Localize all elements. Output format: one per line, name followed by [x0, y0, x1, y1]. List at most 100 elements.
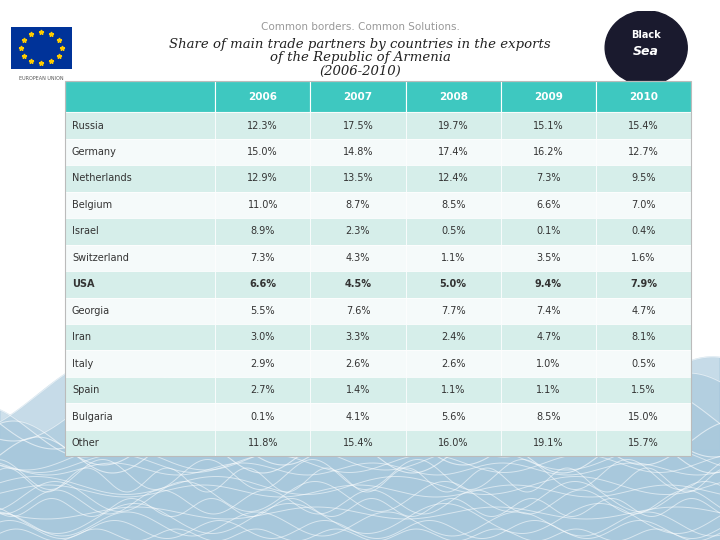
Bar	[215, 165, 310, 192]
Bar	[215, 377, 310, 403]
Text: 2.3%: 2.3%	[346, 226, 370, 237]
Text: 15.0%: 15.0%	[248, 147, 278, 157]
Text: 14.8%: 14.8%	[343, 147, 373, 157]
Text: Iran: Iran	[72, 332, 91, 342]
Bar	[596, 403, 691, 430]
Text: Germany: Germany	[72, 147, 117, 157]
Bar	[310, 324, 405, 350]
Bar	[65, 81, 691, 456]
Text: 7.4%: 7.4%	[536, 306, 561, 316]
Bar	[310, 192, 405, 218]
Text: 1.1%: 1.1%	[441, 385, 465, 395]
Bar	[65, 377, 215, 403]
Text: 2007: 2007	[343, 92, 372, 102]
Bar	[65, 350, 215, 377]
Bar	[596, 139, 691, 165]
Text: 4.5%: 4.5%	[344, 279, 372, 289]
Text: 2.9%: 2.9%	[251, 359, 275, 369]
Bar	[596, 271, 691, 298]
Bar	[65, 271, 215, 298]
Bar	[501, 298, 596, 324]
Text: Russia: Russia	[72, 120, 104, 131]
Bar	[405, 192, 501, 218]
Bar	[405, 139, 501, 165]
Text: 8.5%: 8.5%	[536, 411, 561, 422]
Bar	[310, 245, 405, 271]
Bar	[65, 324, 215, 350]
Bar	[65, 218, 215, 245]
Text: 2.7%: 2.7%	[251, 385, 275, 395]
Text: 8.9%: 8.9%	[251, 226, 275, 237]
Bar	[310, 165, 405, 192]
Bar	[215, 430, 310, 456]
Bar	[405, 245, 501, 271]
Text: 1.1%: 1.1%	[536, 385, 561, 395]
Text: 1.5%: 1.5%	[631, 385, 656, 395]
Bar	[310, 112, 405, 139]
Bar	[215, 192, 310, 218]
Bar	[501, 350, 596, 377]
Bar	[405, 112, 501, 139]
Bar	[596, 245, 691, 271]
Text: 4.1%: 4.1%	[346, 411, 370, 422]
Text: 6.6%: 6.6%	[536, 200, 561, 210]
Bar	[501, 192, 596, 218]
Bar	[596, 350, 691, 377]
Bar	[215, 271, 310, 298]
Text: 0.5%: 0.5%	[441, 226, 465, 237]
Bar	[215, 403, 310, 430]
Text: Bulgaria: Bulgaria	[72, 411, 112, 422]
Bar	[65, 192, 215, 218]
Text: 1.1%: 1.1%	[441, 253, 465, 263]
Text: 5.5%: 5.5%	[251, 306, 275, 316]
Bar	[215, 245, 310, 271]
Text: 8.1%: 8.1%	[631, 332, 656, 342]
Text: 4.3%: 4.3%	[346, 253, 370, 263]
Bar	[501, 139, 596, 165]
Bar	[215, 350, 310, 377]
Text: 16.0%: 16.0%	[438, 438, 469, 448]
Text: Sea: Sea	[634, 45, 659, 58]
Text: 1.0%: 1.0%	[536, 359, 561, 369]
Bar	[501, 271, 596, 298]
Text: 7.7%: 7.7%	[441, 306, 466, 316]
Text: 19.1%: 19.1%	[533, 438, 564, 448]
Bar	[501, 403, 596, 430]
Bar	[405, 298, 501, 324]
Text: 2006: 2006	[248, 92, 277, 102]
Bar	[215, 218, 310, 245]
Text: Black: Black	[631, 30, 661, 40]
Bar	[215, 81, 310, 112]
Text: Israel: Israel	[72, 226, 99, 237]
Text: 2.6%: 2.6%	[441, 359, 465, 369]
Text: 15.0%: 15.0%	[629, 411, 659, 422]
Text: 16.2%: 16.2%	[533, 147, 564, 157]
Bar	[65, 112, 215, 139]
Text: 17.5%: 17.5%	[343, 120, 374, 131]
Bar	[405, 377, 501, 403]
Bar	[405, 271, 501, 298]
Text: 2.6%: 2.6%	[346, 359, 370, 369]
Text: 17.4%: 17.4%	[438, 147, 469, 157]
Bar	[215, 139, 310, 165]
Text: Common borders. Common Solutions.: Common borders. Common Solutions.	[261, 22, 459, 32]
Text: 0.5%: 0.5%	[631, 359, 656, 369]
Text: 2009: 2009	[534, 92, 563, 102]
Bar	[405, 350, 501, 377]
Bar	[310, 377, 405, 403]
Text: 3.0%: 3.0%	[251, 332, 275, 342]
Bar	[65, 245, 215, 271]
Bar	[501, 81, 596, 112]
Bar	[215, 298, 310, 324]
Bar	[310, 403, 405, 430]
Bar	[310, 81, 405, 112]
Text: 12.3%: 12.3%	[248, 120, 278, 131]
Text: 12.7%: 12.7%	[629, 147, 659, 157]
Text: 2010: 2010	[629, 92, 658, 102]
Text: 7.3%: 7.3%	[536, 173, 561, 184]
Bar	[596, 218, 691, 245]
Bar	[405, 403, 501, 430]
Text: 7.6%: 7.6%	[346, 306, 370, 316]
Bar	[501, 430, 596, 456]
Bar	[501, 324, 596, 350]
